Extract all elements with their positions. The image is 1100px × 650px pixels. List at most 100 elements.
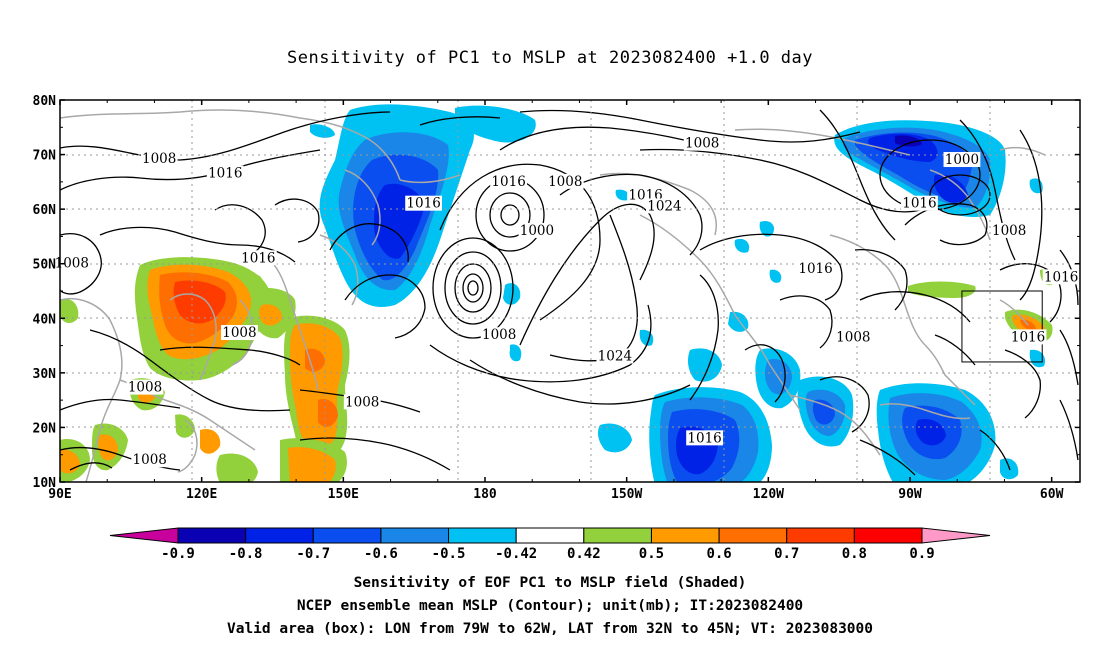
- colorbar-label: -0.42: [495, 546, 537, 562]
- lat-label: 10N: [33, 476, 57, 491]
- colorbar-segment: [312, 527, 382, 544]
- lat-label: 40N: [33, 312, 57, 327]
- lon-label: 150W: [611, 487, 642, 502]
- contour-label-bg: [221, 325, 258, 341]
- lat-label: 20N: [33, 421, 57, 436]
- contour-label-bg: [797, 261, 834, 277]
- colorbar-label: -0.6: [364, 546, 398, 562]
- lon-label: 90W: [898, 487, 922, 502]
- contour-label-bg: [596, 348, 634, 364]
- caption-line-2: NCEP ensemble mean MSLP (Contour); unit(…: [296, 598, 804, 614]
- colorbar-segment: [786, 527, 855, 544]
- contour-label-bg: [990, 222, 1028, 238]
- contour-label-bg: [206, 165, 244, 181]
- colorbar-segment: [245, 527, 314, 544]
- contour-label-bg: [546, 173, 584, 189]
- contour-label: 1016: [902, 196, 936, 212]
- contour-label: 1016: [1011, 329, 1045, 345]
- colorbar-max-triangle: [921, 527, 991, 544]
- contour-label: 1024: [598, 348, 632, 364]
- contour-label-bg: [405, 195, 443, 211]
- colorbar-segment: [583, 527, 652, 544]
- contour-label-bg: [239, 250, 277, 266]
- colorbar-label: 0.6: [706, 546, 731, 562]
- colorbar-label: 0.7: [774, 546, 799, 562]
- colorbar-label: -0.5: [432, 546, 466, 562]
- contour-label-bg: [1009, 329, 1047, 345]
- caption-line-3: Valid area (box): LON from 79W to 62W, L…: [226, 621, 873, 637]
- colorbar-label: 0.8: [842, 546, 867, 562]
- contour-label: 1008: [548, 174, 582, 190]
- contour-label-bg: [686, 430, 723, 446]
- figure-title: Sensitivity of PC1 to MSLP at 2023082400…: [286, 48, 813, 68]
- contour-label-bg: [518, 222, 556, 238]
- contour-label-bg: [480, 327, 518, 343]
- valid-area-box: [961, 290, 1043, 363]
- contour-label-bg: [1042, 269, 1080, 285]
- lat-label: 30N: [33, 367, 57, 382]
- contour-label: 1008: [128, 380, 162, 396]
- lat-label: 50N: [33, 258, 57, 273]
- colorbar-label: 0.42: [567, 546, 601, 562]
- contour-label: 1008: [482, 327, 516, 343]
- contour-label-bg: [683, 135, 721, 151]
- colorbar-label: -0.8: [229, 546, 263, 562]
- contour-label: 1008: [142, 151, 176, 167]
- contour-label: 1016: [241, 250, 275, 266]
- contour-label: 1008: [345, 394, 379, 410]
- contour-label-bg: [901, 195, 938, 211]
- sensitivity-map: 1008 1016 1016 1016 1016 1008 1016 1024 1008 1000…: [33, 94, 1081, 562]
- colorbar-segment: [853, 527, 923, 544]
- contour-label-bg: [126, 379, 164, 395]
- contour-label-bg: [943, 152, 981, 168]
- contour-label-bg: [490, 173, 528, 189]
- sensitivity-shading: [60, 104, 1056, 482]
- lat-label: 60N: [33, 203, 57, 218]
- contour-label: 1016: [491, 174, 525, 190]
- colorbar-segment: [650, 527, 720, 544]
- colorbar-label: 0.9: [909, 546, 934, 562]
- contour-label: 1000: [945, 152, 979, 168]
- colorbar-label: -0.7: [296, 546, 330, 562]
- contour-label: 1024: [647, 198, 681, 214]
- contour-label: 1008: [133, 452, 167, 468]
- contour-label-bg: [140, 150, 178, 166]
- contour-label-bg: [343, 394, 381, 410]
- contour-label: 1008: [55, 256, 89, 272]
- lat-label: 70N: [33, 149, 57, 164]
- colorbar-segment: [380, 527, 450, 544]
- contour-label-bg: [131, 452, 169, 468]
- contour-label-bg: [53, 255, 91, 271]
- contour-label: 1016: [1044, 269, 1078, 285]
- contour-label: 1016: [406, 196, 440, 212]
- lon-label: 120W: [753, 487, 784, 502]
- colorbar-label: 0.5: [639, 546, 664, 562]
- contour-label-bg: [834, 329, 872, 345]
- contour-label-bg: [646, 198, 683, 214]
- lon-label: 60W: [1040, 487, 1064, 502]
- lon-label: 90E: [48, 487, 71, 502]
- colorbar-label: -0.9: [161, 546, 195, 562]
- contour-label: 1008: [222, 325, 256, 341]
- contour-label: 1016: [208, 166, 242, 182]
- lon-label: 180: [473, 487, 497, 502]
- colorbar: -0.9 -0.8 -0.7 -0.6 -0.5 -0.42 0.42 0.5 0.6 0.7 0.…: [109, 527, 991, 562]
- caption-line-1: Sensitivity of EOF PC1 to MSLP field (Sh…: [353, 575, 747, 591]
- contour-labels: 1008 1016 1016 1016 1016 1008 1016 1024 1008 1000…: [53, 135, 1080, 468]
- lat-label: 80N: [33, 94, 57, 109]
- colorbar-segment: [448, 527, 517, 544]
- lat-lon-grid: [60, 100, 1080, 482]
- lon-label: 150E: [328, 487, 359, 502]
- contour-label: 1008: [836, 329, 870, 345]
- colorbar-segment: [177, 527, 247, 544]
- colorbar-min-triangle: [109, 527, 179, 544]
- contour-label: 1000: [520, 223, 554, 239]
- lon-label: 120E: [186, 487, 217, 502]
- contour-label: 1008: [685, 136, 719, 152]
- contour-label: 1016: [687, 430, 721, 446]
- contour-label: 1016: [798, 261, 832, 277]
- colorbar-segment: [515, 527, 585, 544]
- colorbar-segment: [718, 527, 788, 544]
- contour-label: 1008: [992, 223, 1026, 239]
